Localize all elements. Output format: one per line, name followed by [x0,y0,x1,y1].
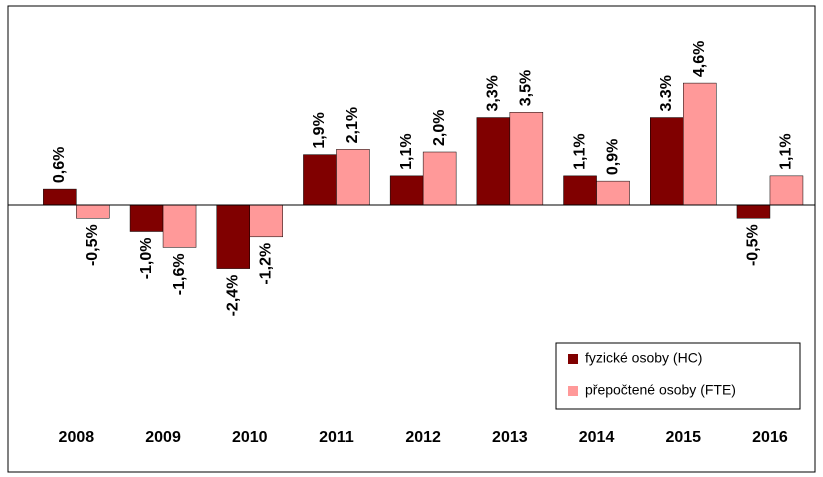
bar [683,82,717,206]
bar [476,117,511,206]
bar [736,204,771,219]
legend-label: přepočtené osoby (FTE) [585,382,736,398]
bar [162,204,197,248]
value-label: 4,6% [691,41,708,77]
bar [422,151,457,206]
value-label: 0,6% [51,147,68,183]
bar [43,188,77,206]
value-label: 3.3% [658,75,675,111]
value-label: 2,0% [431,110,448,146]
value-label: -1,0% [138,238,155,280]
x-tick-label: 2011 [319,429,354,446]
bar [249,204,283,238]
bar [509,112,544,206]
value-label: -0,5% [84,224,101,266]
x-tick-label: 2014 [579,429,615,446]
value-label: -2,4% [224,275,241,317]
value-label: 0,9% [604,139,621,175]
bar [563,175,597,206]
chart-frame [7,5,816,473]
value-label: -0,5% [745,224,762,266]
value-label: -1,6% [171,253,188,295]
bar [303,154,337,206]
value-label: 2,1% [344,107,361,143]
bar [216,204,250,269]
value-label: 3,5% [518,70,535,106]
legend-box [555,342,801,410]
x-tick-label: 2010 [232,429,268,446]
x-tick-label: 2016 [752,429,788,446]
bar [389,175,424,206]
legend-swatch [568,386,578,396]
value-label: 1,1% [398,133,415,169]
x-tick-label: 2013 [492,429,528,446]
value-label: 1,1% [571,133,588,169]
bar [76,204,110,219]
value-label: 3,3% [485,75,502,111]
bar [650,117,684,206]
value-label: 1,9% [311,112,328,148]
x-tick-label: 2009 [145,429,181,446]
value-label: 1,1% [778,133,795,169]
legend-swatch [568,354,578,364]
value-label: -1,2% [257,243,274,285]
bar [596,180,630,206]
bar [336,149,370,206]
x-tick-label: 2012 [405,429,441,446]
x-tick-label: 2015 [665,429,701,446]
legend-label: fyzické osoby (HC) [585,350,702,366]
bar [129,204,164,232]
bar [769,175,804,206]
x-tick-label: 2008 [59,429,95,446]
